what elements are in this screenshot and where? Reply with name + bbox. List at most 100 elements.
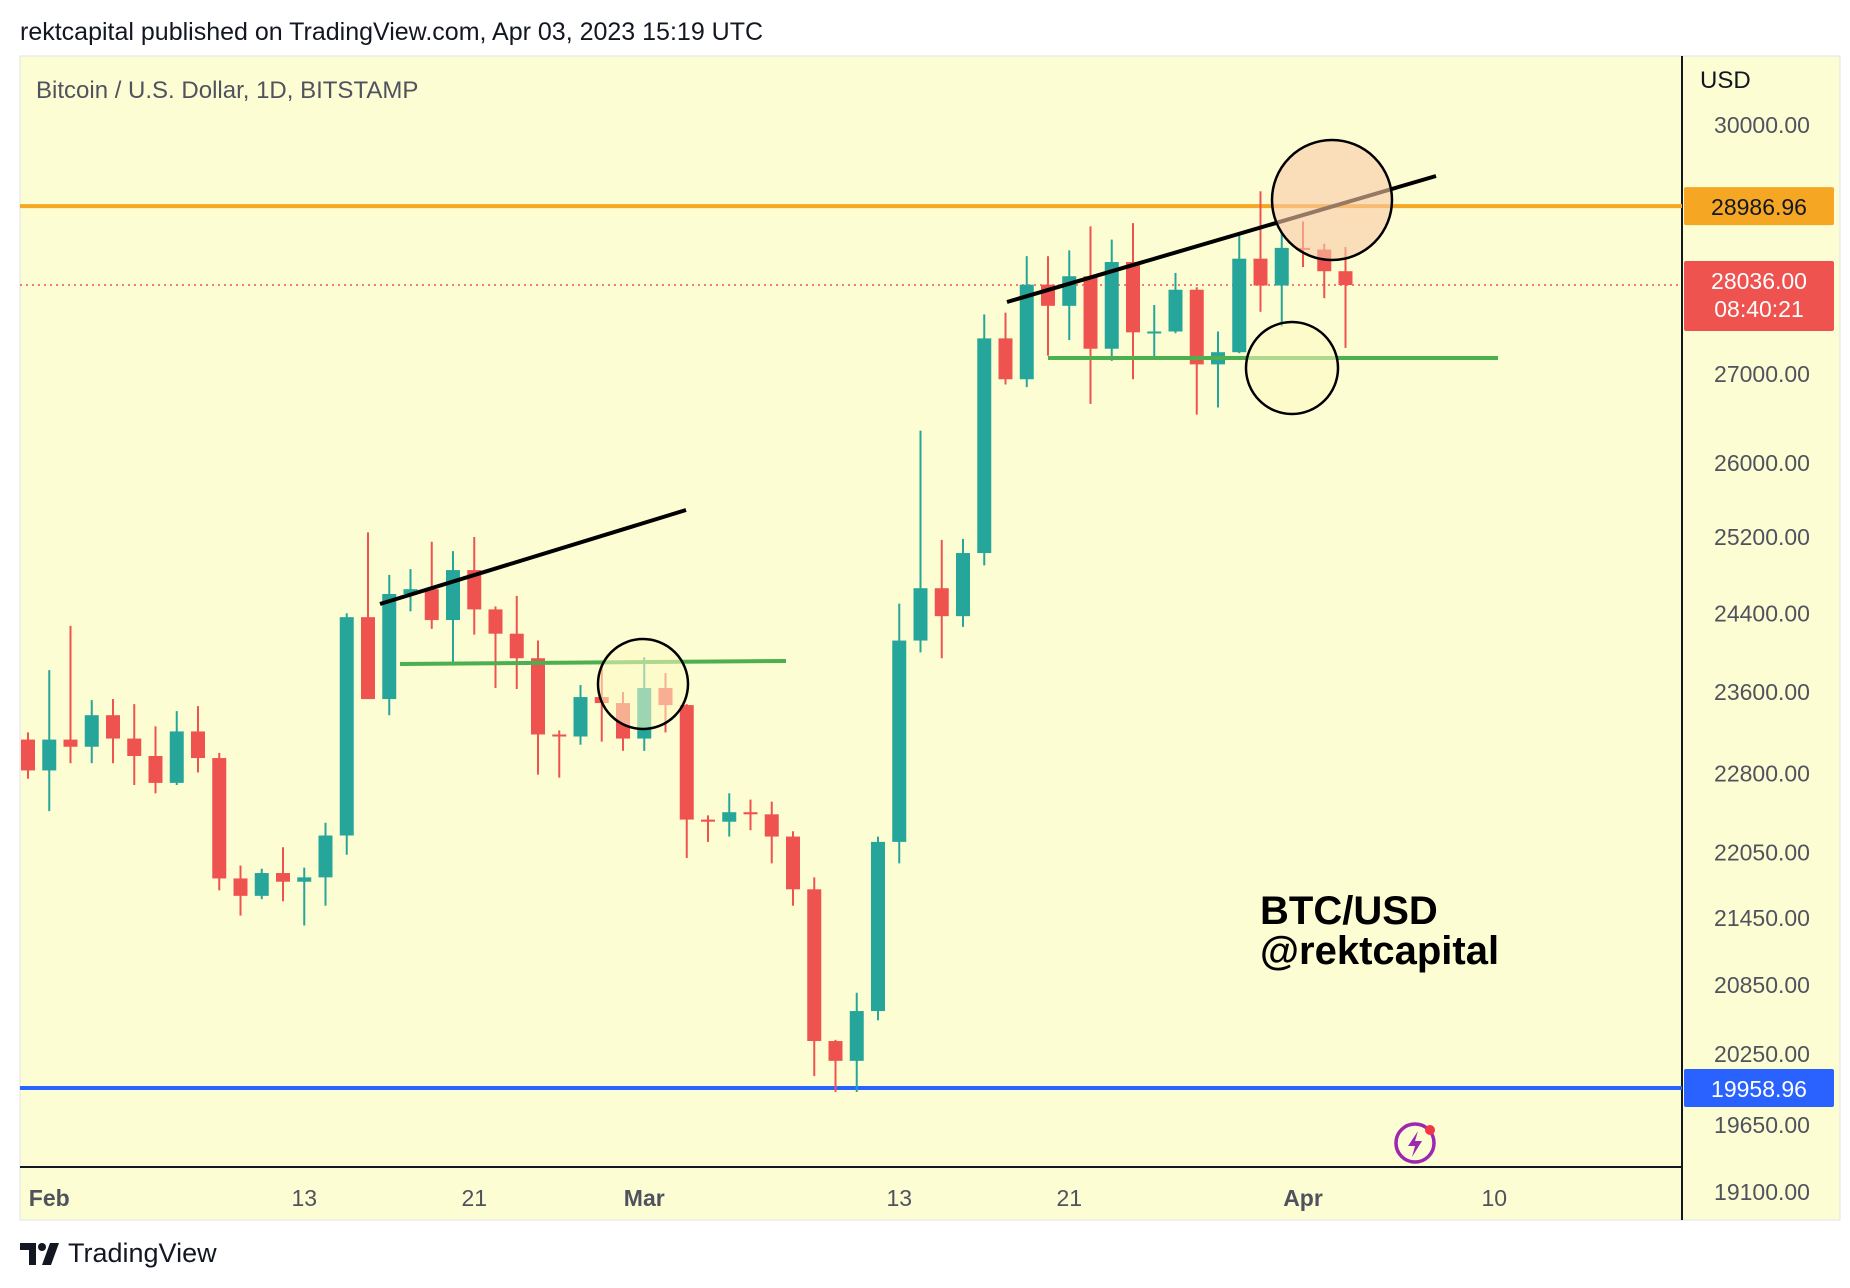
price-tick-label: 27000.00: [1714, 361, 1810, 387]
drawing-annotations: [379, 138, 1498, 731]
candle-body: [913, 588, 928, 641]
candle-body: [1126, 262, 1140, 333]
candle-body: [297, 877, 312, 882]
candle-body: [1019, 284, 1034, 380]
price-tick-label: 22800.00: [1714, 761, 1810, 787]
candle: [1253, 191, 1268, 312]
candle: [892, 603, 907, 864]
highlight-circle-feb[interactable]: [596, 637, 690, 731]
time-tick-label: Feb: [29, 1185, 70, 1211]
price-axis-unit: USD: [1700, 67, 1751, 94]
candle: [1126, 223, 1140, 380]
candle: [807, 877, 822, 1077]
tradingview-logo-icon: [20, 1242, 59, 1265]
price-axis[interactable]: 30000.00 27000.00 26000.00 25200.00 24400.00…: [1714, 112, 1810, 1205]
candle-body: [828, 1041, 843, 1061]
candle-body: [403, 589, 418, 594]
price-tick-label: 24400.00: [1714, 600, 1810, 626]
candle: [297, 867, 312, 926]
candle: [1019, 256, 1034, 388]
chart-frame: [19, 55, 1841, 1221]
candle-body: [807, 889, 822, 1042]
support-price-tag-text: 19958.96: [1711, 1076, 1807, 1102]
candle: [722, 793, 737, 837]
candle: [361, 532, 375, 700]
candle: [764, 801, 779, 864]
chart-title: Bitcoin / U.S. Dollar, 1D, BITSTAMP: [36, 77, 418, 104]
candle: [63, 625, 78, 764]
candle-body: [849, 1011, 864, 1061]
candle-body: [63, 739, 78, 747]
highlight-circle-support[interactable]: [1244, 320, 1340, 416]
time-tick-label: 21: [1056, 1185, 1082, 1211]
candle-body: [84, 715, 99, 747]
candle-body: [998, 338, 1013, 380]
candle: [998, 312, 1013, 385]
candle-body: [446, 570, 460, 621]
candle: [1232, 233, 1247, 354]
candle: [828, 1039, 843, 1092]
candle: [488, 606, 503, 689]
candle-body: [701, 819, 715, 822]
time-tick-label: 21: [461, 1185, 487, 1211]
candle: [233, 865, 248, 916]
candle: [934, 539, 949, 659]
watermark-pair: BTC/USD: [1260, 889, 1438, 933]
rising-trendline-feb[interactable]: [379, 508, 687, 606]
candle-body: [106, 715, 120, 739]
candle: [148, 726, 163, 794]
lightning-icon[interactable]: [1394, 1122, 1436, 1164]
candle: [679, 704, 694, 858]
candle: [169, 711, 184, 785]
candle-body: [191, 731, 205, 759]
candle: [509, 595, 524, 690]
candle: [424, 541, 439, 629]
candle: [1168, 272, 1183, 334]
candle-body: [1083, 276, 1098, 349]
candle: [1147, 304, 1162, 360]
candle-body: [21, 739, 35, 771]
candle: [467, 537, 482, 635]
resistance-price-tag-text: 28986.96: [1711, 194, 1807, 220]
price-tick-label: 20850.00: [1714, 972, 1810, 998]
time-axis[interactable]: Feb 13 21 Mar 13 21 Apr 10: [29, 1185, 1507, 1211]
range-low-line-feb[interactable]: [399, 659, 787, 666]
candle: [254, 868, 269, 900]
candle: [552, 730, 567, 778]
candle: [318, 822, 333, 906]
price-tick-label: 20250.00: [1714, 1041, 1810, 1067]
price-tick-label: 19650.00: [1714, 1112, 1810, 1138]
candle-body: [892, 640, 907, 842]
resistance-price-tag-bg: [1684, 187, 1834, 226]
resistance-price-tag: 28986.96: [1684, 187, 1834, 226]
watermark-handle: @rektcapital: [1260, 929, 1499, 973]
candle-body: [467, 570, 482, 610]
price-tick-label: 23600.00: [1714, 679, 1810, 705]
candle: [977, 314, 992, 566]
candle-body: [424, 589, 439, 621]
candle: [743, 799, 758, 831]
candle-body: [573, 697, 588, 737]
candle-body: [276, 873, 290, 882]
candle: [849, 992, 864, 1092]
candle-body: [786, 836, 800, 890]
candle-body: [552, 734, 567, 737]
tradingview-brand-text: TradingView: [68, 1238, 217, 1268]
candle-body: [169, 731, 184, 783]
candle: [382, 574, 397, 716]
candle-body: [1189, 289, 1204, 365]
candle-body: [361, 617, 375, 700]
candle-body: [339, 617, 354, 836]
horizontal-levels: [20, 204, 1682, 1091]
candle-body: [1274, 247, 1289, 286]
candle: [913, 430, 928, 653]
time-tick-label: Apr: [1283, 1185, 1323, 1211]
tradingview-logo[interactable]: TradingView: [20, 1238, 217, 1269]
candle-body: [127, 738, 142, 756]
highlight-circle-resistance[interactable]: [1270, 138, 1394, 262]
candle: [212, 752, 227, 891]
candle-body: [148, 755, 163, 783]
